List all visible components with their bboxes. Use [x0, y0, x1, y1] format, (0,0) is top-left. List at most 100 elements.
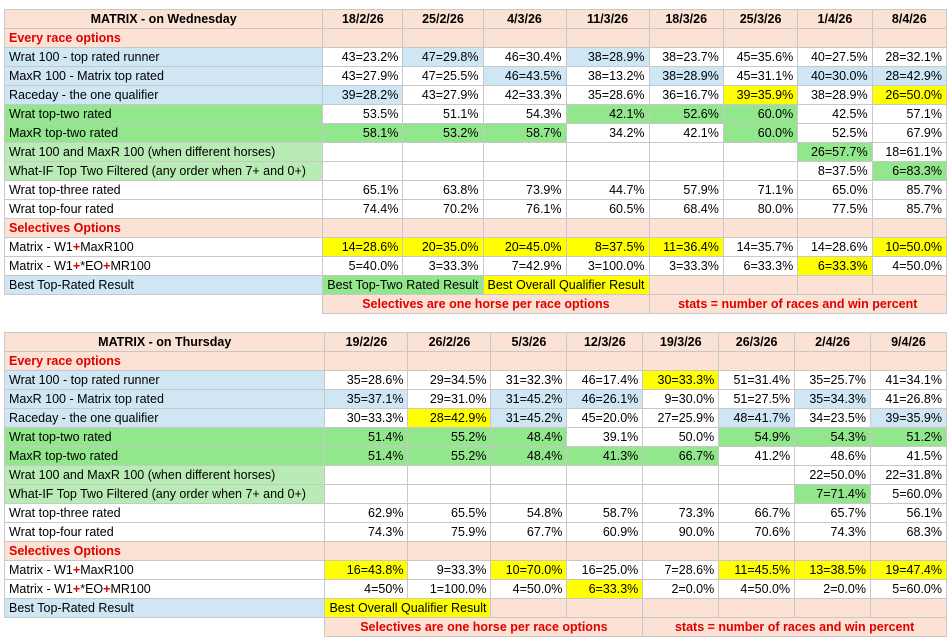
note-selectives[interactable]: Selectives are one horse per race option…	[322, 294, 650, 314]
thu-date[interactable]: 9/4/26	[870, 332, 947, 352]
row-label[interactable]: MaxR 100 - Matrix top rated	[3, 389, 326, 409]
cell[interactable]: 76.1%	[482, 199, 567, 219]
cell[interactable]: 38=28.9%	[648, 66, 724, 86]
cell[interactable]: 58.7%	[482, 123, 567, 143]
note-selectives[interactable]: Selectives are one horse per race option…	[324, 617, 644, 637]
cell[interactable]: 45=20.0%	[566, 408, 644, 428]
cell[interactable]: 11=45.5%	[718, 560, 796, 580]
row-label[interactable]: Matrix - W1+MaxR100	[3, 237, 324, 257]
cell[interactable]	[324, 351, 409, 371]
cell[interactable]: 85.7%	[871, 199, 947, 219]
cell[interactable]: 51=27.5%	[718, 389, 796, 409]
cell[interactable]: 13=38.5%	[794, 560, 871, 580]
wed-date[interactable]: 25/2/26	[402, 9, 484, 29]
legend-top-rated[interactable]: Best Top-Rated Result	[3, 598, 326, 618]
cell[interactable]: 60.9%	[566, 522, 644, 542]
wed-date[interactable]: 18/3/26	[648, 9, 724, 29]
cell[interactable]: 51.2%	[870, 427, 947, 447]
cell[interactable]: 42.1%	[565, 104, 650, 124]
row-label[interactable]: Wrat top-three rated	[3, 180, 324, 200]
cell[interactable]	[648, 218, 724, 238]
cell[interactable]	[324, 541, 409, 561]
thu-date[interactable]: 5/3/26	[490, 332, 568, 352]
cell[interactable]: 40=27.5%	[797, 47, 873, 67]
cell[interactable]: 14=35.7%	[722, 237, 799, 257]
cell[interactable]: 44.7%	[565, 180, 650, 200]
cell[interactable]: 19=47.4%	[870, 560, 947, 580]
cell[interactable]: 48.6%	[794, 446, 871, 466]
cell[interactable]	[797, 218, 873, 238]
cell[interactable]	[322, 28, 404, 48]
cell[interactable]: 1=100.0%	[407, 579, 492, 599]
cell[interactable]: 18=61.1%	[871, 142, 947, 162]
cell[interactable]	[402, 142, 484, 162]
cell[interactable]	[565, 28, 650, 48]
cell[interactable]	[718, 484, 796, 504]
cell[interactable]: 68.4%	[648, 199, 724, 219]
wed-date[interactable]: 18/2/26	[322, 9, 404, 29]
cell[interactable]	[871, 218, 947, 238]
cell[interactable]: 66.7%	[642, 446, 720, 466]
cell[interactable]: 39=35.9%	[870, 408, 947, 428]
cell[interactable]	[402, 218, 484, 238]
cell[interactable]	[642, 465, 720, 485]
row-label[interactable]: Wrat top-three rated	[3, 503, 326, 523]
cell[interactable]: 65.1%	[322, 180, 404, 200]
cell[interactable]: 73.9%	[482, 180, 567, 200]
cell[interactable]: 2=0.0%	[642, 579, 720, 599]
cell[interactable]: 66.7%	[718, 503, 796, 523]
cell[interactable]	[794, 598, 871, 618]
cell[interactable]: 65.0%	[797, 180, 873, 200]
cell[interactable]: 27=25.9%	[642, 408, 720, 428]
cell[interactable]: 28=42.9%	[871, 66, 947, 86]
cell[interactable]: 26=57.7%	[797, 142, 873, 162]
row-label[interactable]: MaxR 100 - Matrix top rated	[3, 66, 324, 86]
row-label[interactable]: Matrix - W1+MaxR100	[3, 560, 326, 580]
cell[interactable]	[722, 275, 799, 295]
cell[interactable]	[642, 351, 720, 371]
legend-overall[interactable]: Best Overall Qualifier Result	[482, 275, 650, 295]
cell[interactable]: 5=40.0%	[322, 256, 404, 276]
cell[interactable]: 58.7%	[566, 503, 644, 523]
cell[interactable]: 54.3%	[794, 427, 871, 447]
cell[interactable]	[566, 484, 644, 504]
row-label[interactable]: MaxR top-two rated	[3, 123, 324, 143]
cell[interactable]: 8=37.5%	[565, 237, 650, 257]
cell[interactable]: 10=70.0%	[490, 560, 568, 580]
cell[interactable]: 7=28.6%	[642, 560, 720, 580]
cell[interactable]: 77.5%	[797, 199, 873, 219]
thu-date[interactable]: 2/4/26	[794, 332, 871, 352]
cell[interactable]: 54.3%	[482, 104, 567, 124]
cell[interactable]: 35=25.7%	[794, 370, 871, 390]
cell[interactable]: 39=28.2%	[322, 85, 404, 105]
cell[interactable]: 4=50.0%	[871, 256, 947, 276]
cell[interactable]: 16=25.0%	[566, 560, 644, 580]
cell[interactable]: 67.7%	[490, 522, 568, 542]
cell[interactable]: 38=23.7%	[648, 47, 724, 67]
wed-date[interactable]: 11/3/26	[565, 9, 650, 29]
cell[interactable]	[794, 351, 871, 371]
cell[interactable]: 71.1%	[722, 180, 799, 200]
cell[interactable]: 4=50.0%	[490, 579, 568, 599]
cell[interactable]: 85.7%	[871, 180, 947, 200]
cell[interactable]	[648, 142, 724, 162]
cell[interactable]: 20=45.0%	[482, 237, 567, 257]
cell[interactable]: 43=27.9%	[402, 85, 484, 105]
cell[interactable]: 60.0%	[722, 123, 799, 143]
cell[interactable]	[648, 275, 724, 295]
cell[interactable]: 6=33.3%	[566, 579, 644, 599]
cell[interactable]	[407, 541, 492, 561]
cell[interactable]: 41.5%	[870, 446, 947, 466]
cell[interactable]: 28=42.9%	[407, 408, 492, 428]
cell[interactable]	[718, 598, 796, 618]
cell[interactable]: 31=45.2%	[490, 389, 568, 409]
cell[interactable]: 5=60.0%	[870, 579, 947, 599]
cell[interactable]	[322, 218, 404, 238]
cell[interactable]: 43=27.9%	[322, 66, 404, 86]
cell[interactable]	[718, 351, 796, 371]
cell[interactable]	[402, 28, 484, 48]
cell[interactable]	[648, 28, 724, 48]
cell[interactable]: 4=50%	[324, 579, 409, 599]
cell[interactable]: 55.2%	[407, 427, 492, 447]
cell[interactable]: 47=25.5%	[402, 66, 484, 86]
